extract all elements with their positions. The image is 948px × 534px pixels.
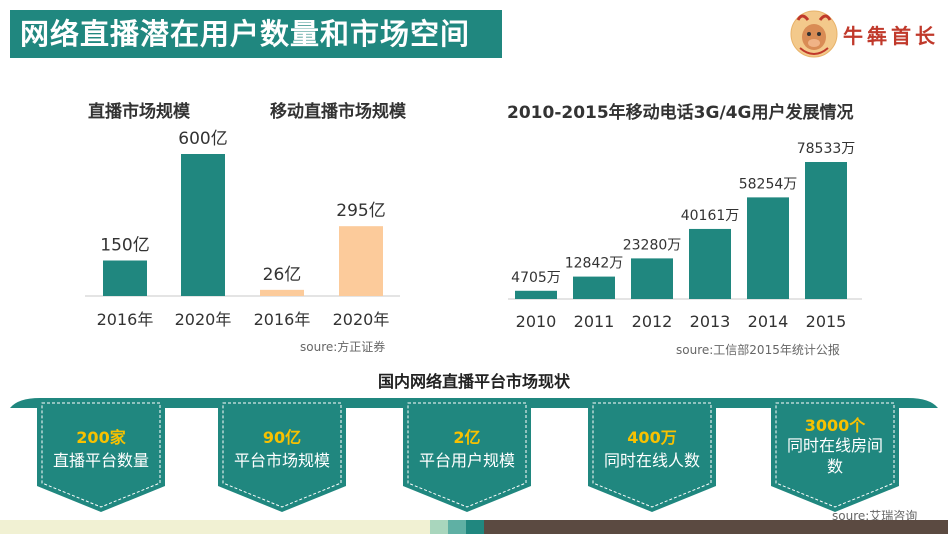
slide-title: 网络直播潜在用户数量和市场空间 [10, 10, 502, 58]
platform-badge-label: 平台用户规模 [418, 451, 515, 470]
platform-badge-label: 同时在线房间数 [786, 436, 883, 476]
bar-value-label-2-3: 40161万 [681, 208, 740, 224]
footer-bar-seg1 [430, 520, 448, 534]
x-tick-label-0-1: 2020年 [175, 310, 232, 329]
platform-section-title: 国内网络直播平台市场现状 [377, 372, 570, 391]
footer-bar-seg3 [466, 520, 484, 534]
x-tick-label-0-0: 2016年 [97, 310, 154, 329]
platform-badge-label: 平台市场规模 [233, 451, 330, 470]
chart-title-live-market: 直播市场规模 [88, 102, 190, 122]
bar-0-1 [181, 154, 225, 296]
platform-badge-label: 同时在线人数 [603, 451, 700, 470]
platform-badge-value: 200家 [76, 428, 126, 447]
bar-1-1 [339, 226, 383, 296]
x-tick-label-2-1: 2011 [574, 312, 615, 331]
bar-value-label-1-0: 26亿 [263, 265, 302, 285]
bar-value-label-2-4: 58254万 [739, 176, 798, 192]
bar-2-2 [631, 258, 673, 299]
x-tick-label-2-5: 2015 [806, 312, 847, 331]
footer-bar-light [0, 520, 430, 534]
x-tick-label-1-0: 2016年 [254, 310, 311, 329]
footer-bar-seg2 [448, 520, 466, 534]
bar-2-4 [747, 197, 789, 299]
bar-value-label-2-5: 78533万 [797, 141, 856, 157]
platform-badge-label: 直播平台数量 [52, 451, 149, 470]
bar-value-label-1-1: 295亿 [336, 201, 385, 221]
platform-badge-3: 400万同时在线人数 [588, 400, 716, 512]
brand-logo [788, 8, 933, 60]
bar-2-5 [805, 162, 847, 299]
chart-title-3g4g-users: 2010-2015年移动电话3G/4G用户发展情况 [507, 103, 854, 123]
platform-badge-value: 90亿 [262, 428, 302, 447]
bar-value-label-2-0: 4705万 [511, 270, 561, 286]
x-tick-label-2-4: 2014 [748, 312, 789, 331]
chart-title-mobile-live-market: 移动直播市场规模 [270, 102, 406, 122]
bar-value-label-2-2: 23280万 [623, 237, 682, 253]
platform-badge-4: 3000个 同时在线房间数 [771, 400, 899, 512]
platform-badge-2: 2亿平台用户规模 [403, 400, 531, 512]
logo-text: 牛犇首长 [843, 24, 939, 48]
footer-bar-dark [484, 520, 948, 534]
bar-2-0 [515, 290, 557, 299]
platform-badge-value: 400万 [627, 428, 677, 447]
source-platform: soure:艾瑞咨询 [832, 509, 918, 523]
platform-badge-0: 200家直播平台数量 [37, 400, 165, 512]
source-3g4g: soure:工信部2015年统计公报 [676, 343, 840, 357]
platform-badge-value: 3000个 [804, 416, 866, 435]
platform-badge-value: 2亿 [453, 428, 481, 447]
bar-2-1 [573, 276, 615, 299]
x-tick-label-1-1: 2020年 [333, 310, 390, 329]
x-tick-label-2-3: 2013 [690, 312, 731, 331]
source-market: soure:方正证券 [300, 340, 386, 354]
bar-2-3 [689, 228, 731, 299]
platform-badge-1: 90亿平台市场规模 [218, 400, 346, 512]
bar-value-label-0-0: 150亿 [100, 236, 149, 256]
bar-1-0 [260, 289, 304, 296]
bar-0-0 [103, 260, 147, 296]
x-tick-label-2-0: 2010 [516, 312, 557, 331]
x-tick-label-2-2: 2012 [632, 312, 673, 331]
bar-value-label-2-1: 12842万 [565, 256, 624, 272]
bar-value-label-0-1: 600亿 [178, 129, 227, 149]
